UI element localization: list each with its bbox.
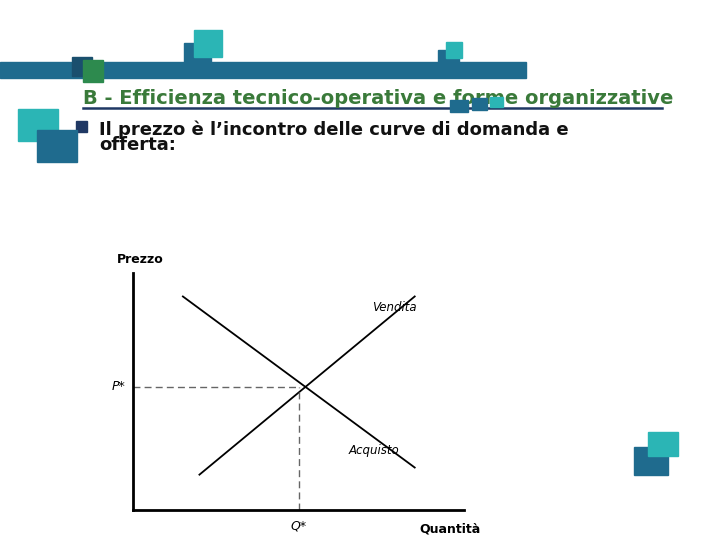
Bar (438, 50, 459, 69)
Bar (490, 97, 503, 107)
Bar (184, 43, 211, 66)
Bar (76, 121, 87, 132)
Text: P*: P* (111, 380, 125, 393)
Bar (450, 100, 468, 112)
Text: Il prezzo è l’incontro delle curve di domanda e: Il prezzo è l’incontro delle curve di do… (99, 121, 569, 139)
Bar (18, 109, 58, 141)
Text: Vendita: Vendita (372, 301, 416, 314)
Bar (72, 57, 92, 76)
Bar (83, 60, 103, 82)
Bar (634, 447, 668, 475)
Text: Q*: Q* (291, 520, 307, 533)
Text: Quantità: Quantità (420, 522, 481, 535)
Bar (194, 30, 222, 57)
Bar (446, 42, 462, 58)
Bar (648, 432, 678, 456)
Text: B - Efficienza tecnico-operativa e forme organizzative: B - Efficienza tecnico-operativa e forme… (83, 89, 673, 107)
Text: offerta:: offerta: (99, 136, 176, 154)
Bar (472, 98, 487, 110)
Bar (37, 130, 77, 162)
Bar (0, 62, 526, 78)
Text: Acquisto: Acquisto (348, 444, 399, 457)
Text: Prezzo: Prezzo (117, 253, 163, 266)
